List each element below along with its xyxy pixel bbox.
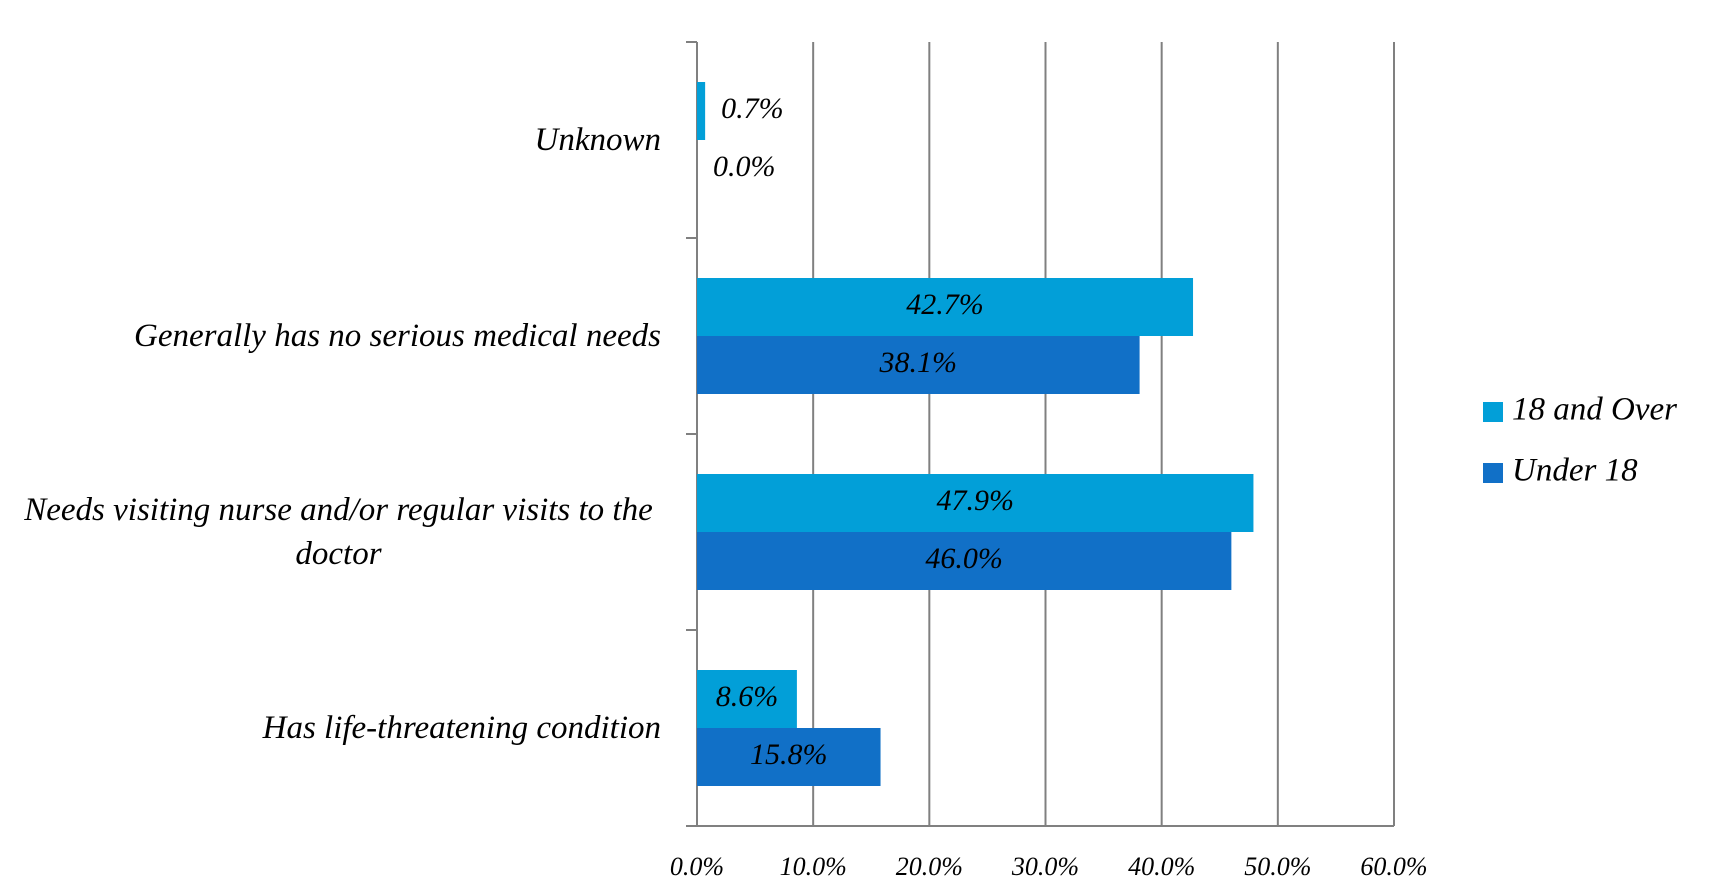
x-tick-label: 50.0% [1244, 852, 1311, 881]
value-label: 15.8% [750, 738, 828, 771]
x-tick-label: 60.0% [1360, 852, 1427, 881]
category-text: Needs visiting nurse and/or regular visi… [24, 492, 653, 572]
bar [697, 474, 1254, 532]
value-label: 42.7% [906, 288, 984, 321]
category-text: Generally has no serious medical needs [134, 318, 661, 354]
value-label: 46.0% [925, 542, 1003, 575]
value-label: 0.7% [721, 92, 784, 125]
bar [697, 82, 706, 140]
category-label: Needs visiting nurse and/or regular visi… [8, 482, 661, 582]
x-tick-label: 20.0% [896, 852, 963, 881]
value-label: 8.6% [716, 680, 779, 713]
category-text: Has life-threatening condition [262, 710, 661, 746]
category-label: Unknown [8, 90, 662, 190]
legend-label: Under 18 [1512, 453, 1638, 489]
x-tick-label: 30.0% [1011, 852, 1079, 881]
value-label: 38.1% [879, 346, 958, 379]
bar [697, 670, 797, 728]
x-tick-label: 0.0% [670, 852, 724, 881]
value-label: 47.9% [936, 484, 1014, 517]
bar [697, 532, 1232, 590]
legend-swatch [1483, 402, 1503, 422]
bar [697, 336, 1140, 394]
x-tick-label: 40.0% [1128, 852, 1195, 881]
x-tick-label: 10.0% [780, 852, 847, 881]
bar [697, 728, 881, 786]
category-text: Unknown [534, 122, 662, 158]
category-label: Has life-threatening condition [8, 678, 661, 778]
legend-swatch [1483, 463, 1503, 483]
bar [697, 278, 1194, 336]
value-label: 0.0% [713, 150, 776, 183]
legend-label: 18 and Over [1512, 392, 1677, 428]
category-label: Generally has no serious medical needs [8, 286, 661, 386]
